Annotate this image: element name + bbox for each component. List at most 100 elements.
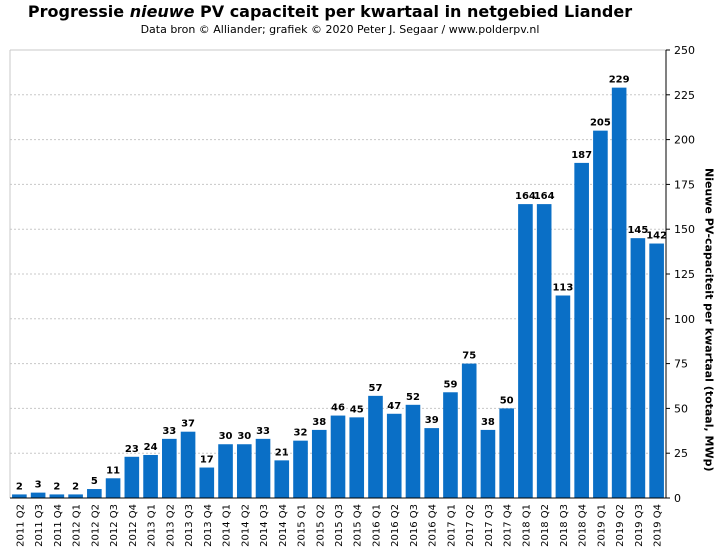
bar — [218, 444, 233, 498]
data-label: 37 — [181, 419, 195, 430]
y-axis-label: Nieuwe PV-capaciteit per kwartaal (totaa… — [702, 168, 716, 472]
data-label: 205 — [590, 118, 611, 129]
data-label: 75 — [462, 351, 476, 362]
title-emphasis: nieuwe — [129, 2, 195, 21]
data-label: 2 — [16, 481, 23, 492]
axes — [9, 49, 670, 499]
x-tick-label: 2012 Q3 — [109, 504, 120, 547]
bar — [574, 162, 589, 498]
x-tick-label: 2013 Q1 — [147, 504, 158, 547]
bars — [12, 87, 664, 498]
bar — [461, 363, 477, 498]
bar — [368, 395, 383, 498]
x-tick-label: 2014 Q3 — [259, 504, 270, 547]
bar — [143, 454, 158, 498]
x-tick-label: 2017 Q1 — [446, 504, 457, 547]
y-tick-label: 175 — [674, 178, 695, 191]
data-label: 46 — [331, 403, 345, 414]
bar — [162, 438, 177, 498]
bar — [630, 238, 646, 498]
bar — [536, 204, 552, 498]
data-label: 2 — [72, 481, 79, 492]
data-label: 30 — [237, 431, 251, 442]
x-tick-label: 2017 Q3 — [484, 504, 495, 547]
x-tick-label: 2013 Q2 — [165, 504, 176, 547]
data-label: 229 — [609, 75, 630, 86]
x-tick-label: 2016 Q2 — [390, 504, 401, 547]
bar — [311, 429, 327, 498]
x-tick-label: 2019 Q1 — [596, 504, 607, 547]
y-tick-label: 100 — [674, 313, 695, 326]
data-label: 142 — [646, 231, 667, 242]
y-tick-label: 25 — [674, 447, 688, 460]
title-suffix: PV capaciteit per kwartaal in netgebied … — [194, 2, 633, 21]
x-tick-label: 2012 Q1 — [72, 504, 83, 547]
bar — [499, 408, 514, 498]
bar — [30, 492, 46, 498]
x-tick-label: 2017 Q2 — [465, 504, 476, 547]
x-tick-label: 2015 Q2 — [315, 504, 326, 547]
bar — [105, 478, 121, 498]
x-tick-label: 2012 Q4 — [128, 504, 139, 547]
bar — [611, 87, 627, 498]
bar — [12, 494, 27, 498]
x-tick-label: 2018 Q3 — [559, 504, 570, 547]
data-label: 21 — [275, 447, 289, 458]
x-tick-label: 2016 Q1 — [371, 504, 382, 547]
x-tick-label: 2011 Q4 — [53, 504, 64, 547]
bar — [124, 456, 140, 498]
x-tick-label: 2015 Q3 — [334, 504, 345, 547]
data-label: 32 — [294, 428, 308, 439]
data-label: 50 — [500, 395, 514, 406]
data-label: 23 — [125, 444, 139, 455]
data-label: 113 — [552, 283, 573, 294]
data-label: 164 — [534, 191, 555, 202]
bar — [349, 417, 365, 498]
data-label: 39 — [425, 415, 439, 426]
x-tick-label: 2018 Q2 — [540, 504, 551, 547]
data-label: 2 — [53, 481, 60, 492]
x-tick-label: 2019 Q3 — [634, 504, 645, 547]
y-tick-label: 0 — [674, 492, 681, 505]
bar — [386, 413, 402, 498]
chart-subtitle: Data bron © Alliander; grafiek © 2020 Pe… — [140, 23, 540, 36]
x-tick-label: 2013 Q3 — [184, 504, 195, 547]
y-tick-label: 125 — [674, 268, 695, 281]
x-tick-label: 2011 Q2 — [15, 504, 26, 547]
data-label: 24 — [144, 442, 158, 453]
y-tick-label: 150 — [674, 223, 695, 236]
x-tick-label: 2014 Q1 — [222, 504, 233, 547]
data-label: 5 — [91, 476, 98, 487]
bar — [49, 494, 65, 498]
data-label: 33 — [256, 426, 270, 437]
data-label: 45 — [350, 404, 364, 415]
x-tick-label: 2011 Q3 — [34, 504, 45, 547]
title-prefix: Progressie — [27, 2, 130, 21]
bar — [274, 460, 290, 498]
y-tick-label: 75 — [674, 358, 688, 371]
bar — [593, 130, 608, 498]
data-label: 33 — [162, 426, 176, 437]
y-tick-labels: 0 25 50 75 100 125 150 175 200 225 250 — [674, 44, 695, 505]
bar — [424, 428, 440, 498]
x-tick-label: 2013 Q4 — [203, 504, 214, 547]
data-label: 11 — [106, 465, 120, 476]
x-tick-label: 2019 Q4 — [653, 504, 664, 547]
y-tick-label: 200 — [674, 134, 695, 147]
bar — [443, 392, 458, 498]
bar — [405, 404, 421, 498]
bar — [555, 295, 571, 498]
bar — [649, 243, 664, 498]
data-label: 57 — [369, 383, 383, 394]
data-label: 30 — [219, 431, 233, 442]
x-tick-label: 2018 Q1 — [521, 504, 532, 547]
data-label: 164 — [515, 191, 536, 202]
y-tick-label: 250 — [674, 44, 695, 57]
bar — [68, 494, 83, 498]
x-tick-label: 2016 Q3 — [409, 504, 420, 547]
bar — [236, 444, 252, 498]
data-label: 17 — [200, 455, 214, 466]
x-tick-label: 2015 Q4 — [353, 504, 364, 547]
